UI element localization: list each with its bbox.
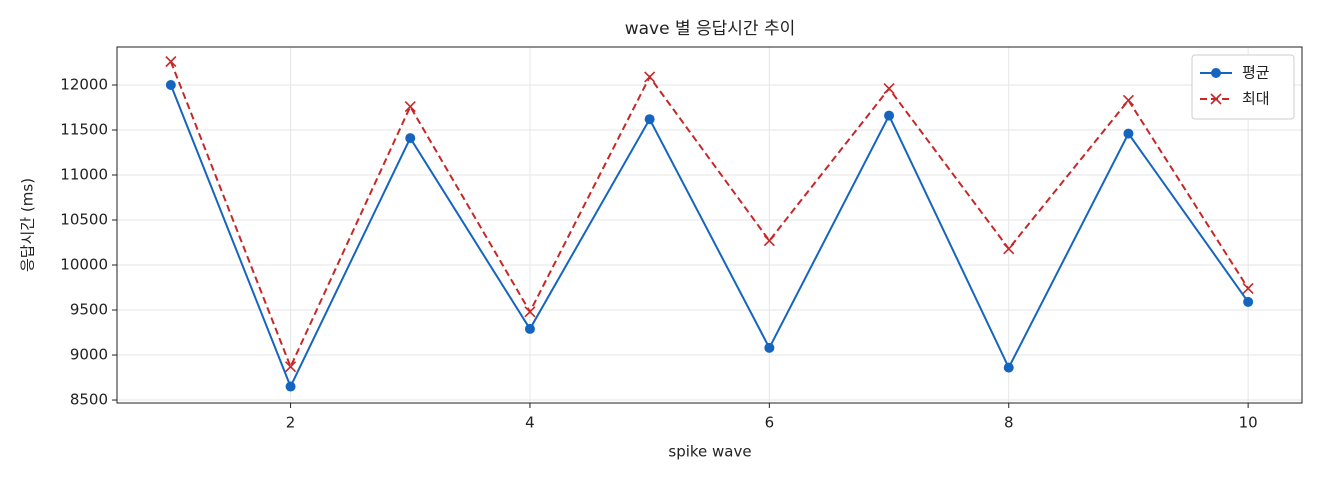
chart-title: wave 별 응답시간 추이 <box>625 19 796 39</box>
y-axis-label: 응답시간 (ms) <box>19 178 37 272</box>
marker <box>1122 94 1135 106</box>
y-tick-label: 12000 <box>60 75 108 93</box>
marker <box>1003 362 1014 373</box>
y-tick-label: 11000 <box>60 165 108 183</box>
marker <box>1211 68 1221 78</box>
y-tick-label: 8500 <box>70 391 108 409</box>
x-tick-label: 10 <box>1239 414 1258 432</box>
marker <box>1210 93 1222 105</box>
y-tick-label: 9500 <box>70 301 108 319</box>
x-tick-label: 6 <box>765 414 775 432</box>
marker <box>763 235 775 247</box>
legend-label: 최대 <box>1242 90 1270 108</box>
marker <box>644 114 655 125</box>
y-tick-label: 10000 <box>60 256 108 274</box>
marker <box>884 110 895 121</box>
marker <box>1242 282 1254 294</box>
marker <box>284 361 297 373</box>
legend-label: 평균 <box>1242 64 1270 82</box>
marker <box>764 342 775 353</box>
series-line <box>169 61 1249 370</box>
marker <box>1003 243 1015 255</box>
marker <box>404 101 416 113</box>
y-tick-label: 9000 <box>70 346 108 364</box>
series-line <box>169 84 1249 390</box>
marker <box>524 306 536 318</box>
marker <box>1123 128 1134 139</box>
x-tick-label: 8 <box>1004 414 1014 432</box>
x-tick-label: 4 <box>525 414 535 432</box>
marker <box>165 56 177 68</box>
marker <box>1243 296 1254 307</box>
marker <box>883 83 895 95</box>
y-tick-label: 10500 <box>60 211 108 229</box>
plot-frame <box>116 46 1303 404</box>
marker <box>405 133 416 144</box>
marker <box>285 381 296 392</box>
y-tick-label: 11500 <box>60 120 108 138</box>
marker <box>644 71 656 83</box>
marker <box>165 79 176 90</box>
marker <box>524 323 535 334</box>
x-tick-label: 2 <box>286 414 296 432</box>
x-axis-label: spike wave <box>668 443 751 461</box>
